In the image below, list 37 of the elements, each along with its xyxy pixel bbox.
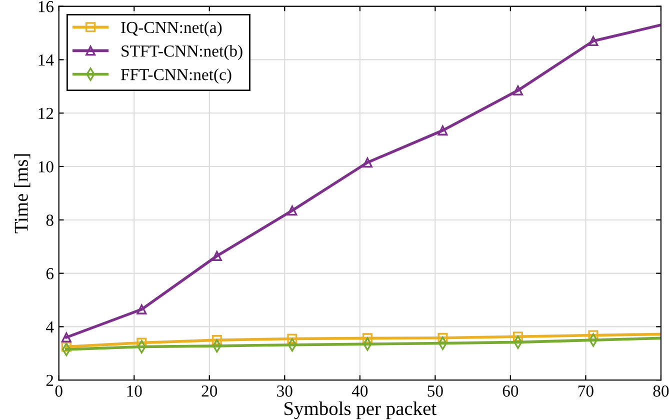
point — [212, 250, 222, 261]
point — [362, 333, 372, 344]
point — [438, 332, 448, 343]
point — [362, 157, 372, 168]
y-tick-label: 2 — [46, 374, 54, 386]
x-tick-label: 50 — [428, 385, 443, 397]
y-tick-label: 10 — [38, 161, 54, 172]
point — [212, 335, 222, 346]
y-tick-label: 16 — [38, 1, 54, 12]
point — [136, 304, 147, 314]
y-tick-label: 4 — [46, 322, 54, 332]
point — [61, 332, 72, 342]
x-tick-label: 40 — [352, 385, 368, 397]
legend-label: IQ-CNN:net(a) — [121, 21, 222, 37]
y-axis-title: Time [ms] — [14, 154, 30, 234]
x-tick-label: 30 — [277, 385, 292, 397]
point — [438, 336, 448, 350]
x-tick-label: 60 — [502, 385, 518, 397]
y-tick-label: 6 — [46, 268, 54, 280]
point — [588, 36, 598, 46]
point — [512, 85, 523, 96]
x-tick-label: 80 — [653, 385, 669, 397]
x-axis-title: Symbols per packet — [284, 401, 436, 420]
y-tick-label: 14 — [38, 54, 54, 66]
legend-label: FFT-CNN:net(c) — [121, 68, 232, 84]
point — [61, 342, 72, 352]
point — [512, 332, 523, 342]
point — [287, 206, 298, 216]
x-tick-label: 10 — [127, 385, 142, 397]
y-tick-label: 8 — [46, 214, 54, 226]
x-tick-label: 20 — [202, 385, 218, 397]
legend-label: STFT-CNN:net(b) — [122, 44, 242, 60]
point — [438, 125, 448, 136]
x-tick-label: 70 — [578, 385, 594, 397]
x-tick-label: 0 — [55, 385, 62, 397]
point — [287, 334, 298, 344]
y-tick-label: 12 — [38, 108, 54, 119]
